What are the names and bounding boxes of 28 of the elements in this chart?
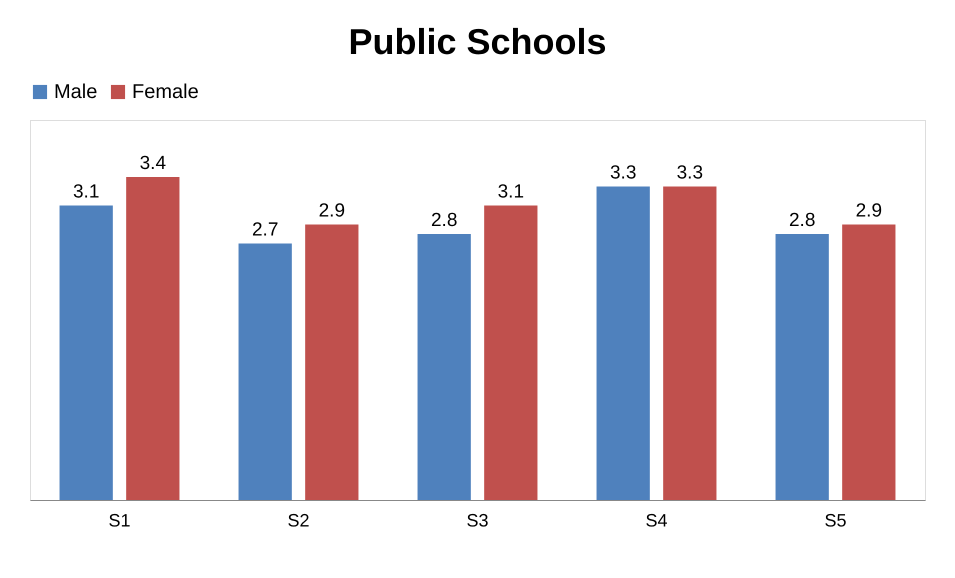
data-label: 2.9 bbox=[856, 200, 882, 222]
x-tick-label: S5 bbox=[824, 510, 847, 530]
data-label: 3.3 bbox=[610, 162, 636, 184]
data-label: 3.1 bbox=[498, 182, 524, 202]
data-label: 2.8 bbox=[430, 210, 458, 231]
data-label: 3.1 bbox=[72, 182, 100, 202]
bar bbox=[484, 206, 538, 500]
data-label: 2.9 bbox=[318, 200, 346, 222]
data-label: 3.4 bbox=[140, 153, 166, 174]
data-label: 2.7 bbox=[252, 220, 278, 240]
legend-label: Male bbox=[54, 81, 98, 103]
bar bbox=[60, 206, 113, 500]
x-tick-label: S4 bbox=[645, 510, 668, 530]
x-tick-label: S1 bbox=[108, 510, 131, 530]
bar bbox=[238, 244, 292, 500]
x-tick-label: S3 bbox=[466, 510, 489, 530]
bar bbox=[418, 234, 471, 500]
bar bbox=[126, 177, 180, 500]
bar bbox=[776, 234, 829, 500]
bar bbox=[305, 224, 358, 500]
bar bbox=[596, 186, 650, 500]
x-tick-label: S2 bbox=[287, 510, 310, 530]
bar bbox=[663, 186, 716, 500]
data-label: 3.3 bbox=[676, 162, 704, 184]
chart-title: Public Schools bbox=[348, 21, 607, 62]
data-label: 2.8 bbox=[788, 210, 816, 231]
legend-label: Female bbox=[132, 81, 199, 103]
bar bbox=[842, 224, 896, 500]
